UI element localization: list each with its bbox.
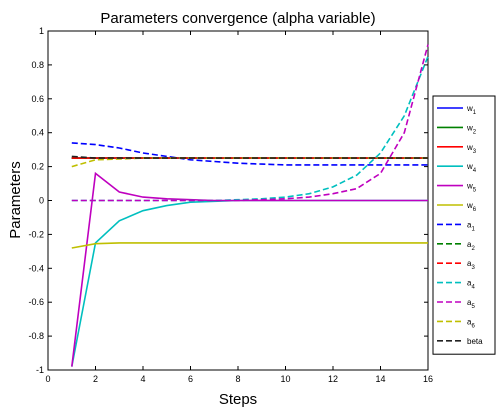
x-tick-label: 0 xyxy=(45,374,50,384)
chart-title: Parameters convergence (alpha variable) xyxy=(100,10,375,27)
legend-label: a6 xyxy=(467,317,475,329)
series-line-w6 xyxy=(71,242,428,249)
series-line-a1 xyxy=(71,142,428,166)
x-tick-label: 14 xyxy=(375,374,385,384)
y-tick-label: -1 xyxy=(36,365,44,375)
x-tick-label: 12 xyxy=(328,374,338,384)
legend-label: a5 xyxy=(467,298,475,310)
plot-area: 0 2 4 6 8 10 12 14 16 -1 -0.8 -0.6 -0.4 -0.2 0 0.2 0.4 0.… xyxy=(28,26,433,384)
x-tick-label: 6 xyxy=(188,374,193,384)
y-tick-label: 0.2 xyxy=(31,162,44,172)
legend-label: w3 xyxy=(466,143,477,155)
series-line-beta xyxy=(71,155,428,159)
legend-label: w2 xyxy=(466,123,477,135)
legend-label: w6 xyxy=(466,201,477,213)
y-tick-label: -0.2 xyxy=(28,229,44,239)
legend-label: w5 xyxy=(466,182,477,194)
legend-label: a3 xyxy=(467,259,475,271)
x-tick-label: 10 xyxy=(280,374,290,384)
legend-label: beta xyxy=(467,337,483,346)
y-tick-label: 0.8 xyxy=(31,60,44,70)
y-tick-label: 0.4 xyxy=(31,128,44,138)
x-tick-label: 8 xyxy=(235,374,240,384)
legend-box xyxy=(432,95,496,355)
legend-label: w4 xyxy=(466,162,477,174)
x-tick-label: 2 xyxy=(93,374,98,384)
y-tick-label: -0.8 xyxy=(28,331,44,341)
legend-label: a1 xyxy=(467,220,475,232)
y-tick-label: -0.4 xyxy=(28,263,44,273)
y-tick-label: 1 xyxy=(39,26,44,36)
y-tick-label: 0.6 xyxy=(31,94,44,104)
legend-label: a2 xyxy=(467,240,475,252)
y-axis-label: Parameters xyxy=(7,161,24,239)
legend-label: a4 xyxy=(467,279,475,291)
series-line-a5 xyxy=(71,44,429,202)
x-tick-label: 16 xyxy=(423,374,433,384)
y-tick-label: -0.6 xyxy=(28,297,44,307)
series-line-w5 xyxy=(71,171,428,367)
legend: w1 w2 w3 w4 w5 w6 a1 a2 a3 a4 a5 a6 beta xyxy=(432,95,496,355)
legend-label: w1 xyxy=(466,104,477,116)
y-tick-label: 0 xyxy=(39,196,44,206)
series-line-a6 xyxy=(71,157,428,168)
x-tick-label: 4 xyxy=(140,374,145,384)
x-axis-label: Steps xyxy=(219,391,257,408)
